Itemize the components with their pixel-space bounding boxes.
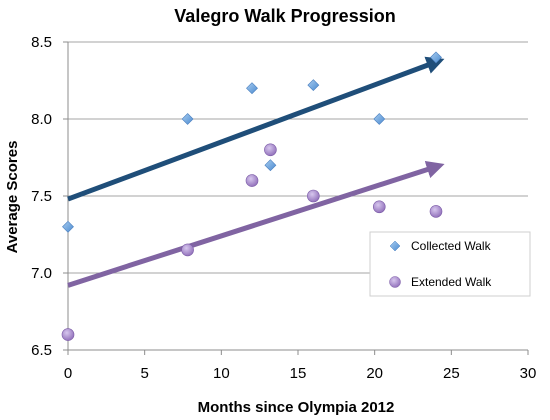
extended-walk-point xyxy=(61,328,75,341)
x-tick-label: 30 xyxy=(520,365,537,382)
x-tick-label: 20 xyxy=(366,365,383,382)
x-tick-label: 10 xyxy=(213,365,230,382)
x-tick-labels: 0 5 10 15 20 25 30 xyxy=(64,365,537,382)
y-tick-label: 8.0 xyxy=(31,111,52,128)
x-tick-label: 0 xyxy=(64,365,72,382)
y-tick-label: 6.5 xyxy=(31,342,52,359)
extended-walk-point xyxy=(307,189,320,203)
data-markers xyxy=(61,51,443,341)
extended-walk-point xyxy=(372,200,386,214)
y-tick-label: 7.5 xyxy=(31,188,52,205)
legend-diamond-icon xyxy=(389,240,401,252)
extended-walk-point xyxy=(181,243,194,257)
x-tick-label: 5 xyxy=(140,365,148,382)
y-axis-label: Average Scores xyxy=(4,141,21,254)
extended-walk-point xyxy=(264,143,277,157)
legend: Collected Walk Extended Walk xyxy=(369,231,531,297)
collected-walk-point xyxy=(181,113,194,125)
y-tick-labels: 6.5 7.0 7.5 8.0 8.5 xyxy=(31,34,52,359)
x-tick-label: 25 xyxy=(443,365,460,382)
collected-walk-point xyxy=(430,51,442,64)
trend-arrow-extended xyxy=(67,160,445,288)
x-axis-label: Months since Olympia 2012 xyxy=(198,399,395,416)
x-tick-label: 15 xyxy=(290,365,307,382)
y-tick-label: 8.5 xyxy=(31,34,52,51)
trend-arrow-collected xyxy=(67,56,445,202)
collected-walk-point xyxy=(307,79,320,92)
legend-label-extended: Extended Walk xyxy=(411,275,492,289)
extended-walk-point xyxy=(429,205,443,218)
legend-circle-icon xyxy=(389,276,401,288)
axes xyxy=(63,41,529,355)
collected-walk-point xyxy=(62,220,74,233)
y-tick-label: 7.0 xyxy=(31,265,52,282)
collected-walk-point xyxy=(373,113,386,125)
collected-walk-point xyxy=(264,159,277,172)
chart-title: Valegro Walk Progression xyxy=(174,6,395,26)
collected-walk-point xyxy=(246,82,258,95)
extended-walk-point xyxy=(245,174,259,187)
legend-label-collected: Collected Walk xyxy=(411,239,492,253)
trend-arrows xyxy=(67,56,445,288)
